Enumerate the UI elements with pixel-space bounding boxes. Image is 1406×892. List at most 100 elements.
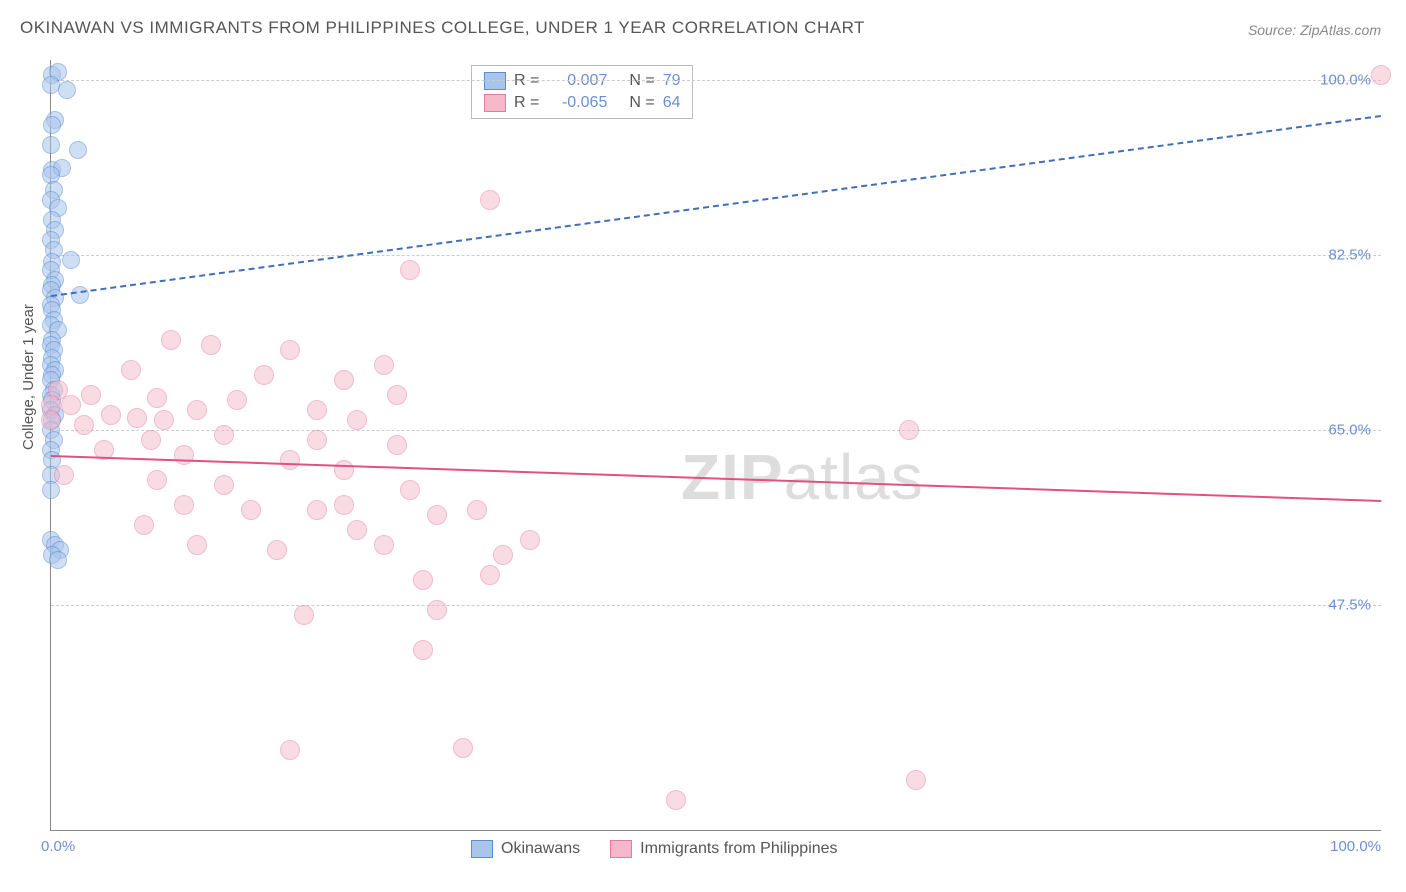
data-point	[214, 475, 234, 495]
legend-series: Okinawans Immigrants from Philippines	[471, 840, 838, 858]
data-point	[214, 425, 234, 445]
data-point	[227, 390, 247, 410]
data-point	[147, 470, 167, 490]
data-point	[81, 385, 101, 405]
data-point	[174, 445, 194, 465]
legend-label: Immigrants from Philippines	[640, 840, 837, 858]
data-point	[241, 500, 261, 520]
legend-r-label: R =	[514, 94, 539, 112]
data-point	[334, 370, 354, 390]
data-point	[69, 141, 87, 159]
data-point	[41, 410, 61, 430]
data-point	[187, 400, 207, 420]
data-point	[254, 365, 274, 385]
legend-swatch	[484, 72, 506, 90]
trend-line	[51, 455, 1381, 502]
data-point	[334, 460, 354, 480]
data-point	[43, 116, 61, 134]
data-point	[307, 400, 327, 420]
data-point	[294, 605, 314, 625]
data-point	[467, 500, 487, 520]
data-point	[307, 500, 327, 520]
y-axis-label: College, Under 1 year	[20, 304, 37, 450]
data-point	[520, 530, 540, 550]
chart-title: OKINAWAN VS IMMIGRANTS FROM PHILIPPINES …	[20, 18, 865, 38]
data-point	[42, 136, 60, 154]
data-point	[121, 360, 141, 380]
data-point	[280, 340, 300, 360]
data-point	[493, 545, 513, 565]
data-point	[42, 481, 60, 499]
data-point	[413, 570, 433, 590]
trend-line	[51, 115, 1381, 297]
gridline	[51, 430, 1381, 431]
data-point	[187, 535, 207, 555]
legend-row: R = -0.065 N = 64	[484, 92, 680, 114]
legend-r-label: R =	[514, 72, 539, 90]
data-point	[280, 450, 300, 470]
data-point	[74, 415, 94, 435]
data-point	[307, 430, 327, 450]
data-point	[101, 405, 121, 425]
legend-label: Okinawans	[501, 840, 580, 858]
data-point	[347, 410, 367, 430]
data-point	[400, 260, 420, 280]
watermark-atlas: atlas	[784, 441, 924, 513]
y-tick-label: 47.5%	[1328, 597, 1371, 614]
data-point	[899, 420, 919, 440]
gridline	[51, 255, 1381, 256]
data-point	[453, 738, 473, 758]
gridline	[51, 80, 1381, 81]
data-point	[347, 520, 367, 540]
legend-swatch	[471, 840, 493, 858]
legend-r-value: 0.007	[547, 72, 607, 90]
data-point	[427, 505, 447, 525]
legend-row: R = 0.007 N = 79	[484, 70, 680, 92]
legend-n-label: N =	[629, 72, 654, 90]
data-point	[141, 430, 161, 450]
y-tick-label: 65.0%	[1328, 422, 1371, 439]
gridline	[51, 605, 1381, 606]
legend-swatch	[484, 94, 506, 112]
data-point	[400, 480, 420, 500]
data-point	[374, 535, 394, 555]
data-point	[334, 495, 354, 515]
data-point	[387, 435, 407, 455]
data-point	[127, 408, 147, 428]
data-point	[480, 565, 500, 585]
data-point	[161, 330, 181, 350]
data-point	[427, 600, 447, 620]
data-point	[62, 251, 80, 269]
data-point	[49, 551, 67, 569]
data-point	[174, 495, 194, 515]
data-point	[267, 540, 287, 560]
legend-r-value: -0.065	[547, 94, 607, 112]
data-point	[906, 770, 926, 790]
legend-n-value: 79	[663, 72, 681, 90]
data-point	[480, 190, 500, 210]
data-point	[201, 335, 221, 355]
legend-swatch	[610, 840, 632, 858]
legend-correlation: R = 0.007 N = 79 R = -0.065 N = 64	[471, 65, 693, 119]
x-tick-label: 100.0%	[1330, 838, 1381, 855]
data-point	[134, 515, 154, 535]
x-tick-label: 0.0%	[41, 838, 75, 855]
data-point	[54, 465, 74, 485]
legend-n-label: N =	[629, 94, 654, 112]
data-point	[71, 286, 89, 304]
scatter-plot-area: ZIPatlas R =0.007N =79R =-0.065N =64 Oki…	[50, 60, 1381, 831]
data-point	[61, 395, 81, 415]
data-point	[666, 790, 686, 810]
source-attribution: Source: ZipAtlas.com	[1248, 22, 1381, 38]
legend-n-value: 64	[663, 94, 681, 112]
y-tick-label: 82.5%	[1328, 247, 1371, 264]
data-point	[413, 640, 433, 660]
data-point	[387, 385, 407, 405]
data-point	[147, 388, 167, 408]
legend-item: Okinawans	[471, 840, 580, 858]
data-point	[58, 81, 76, 99]
y-tick-label: 100.0%	[1320, 72, 1371, 89]
data-point	[154, 410, 174, 430]
legend-item: Immigrants from Philippines	[610, 840, 837, 858]
data-point	[280, 740, 300, 760]
